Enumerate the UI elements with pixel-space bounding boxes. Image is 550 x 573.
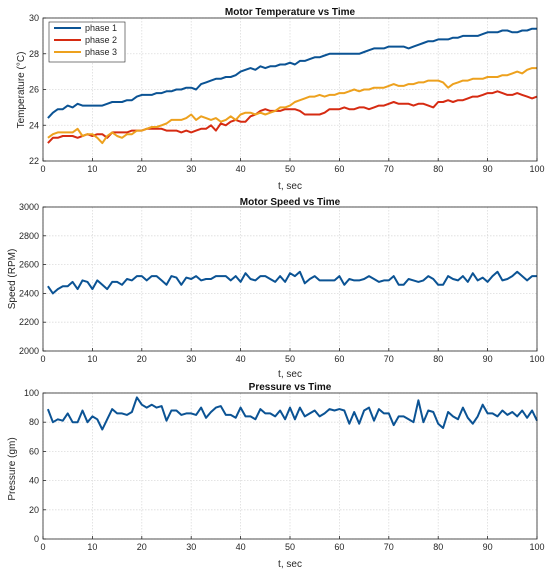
x-axis-label: t, sec: [278, 559, 302, 570]
x-tick-label: 100: [529, 354, 544, 364]
x-tick-label: 60: [334, 542, 344, 552]
x-tick-label: 10: [87, 354, 97, 364]
x-tick-label: 100: [529, 542, 544, 552]
y-tick-label: 60: [29, 446, 39, 456]
x-axis-label: t, sec: [278, 181, 302, 192]
plot-frame: [42, 17, 538, 162]
x-tick-label: 90: [483, 354, 493, 364]
legend-label: phase 2: [85, 35, 117, 45]
y-tick-label: 22: [29, 156, 39, 166]
y-tick-label: 26: [29, 85, 39, 95]
x-tick-label: 20: [137, 542, 147, 552]
y-tick-label: 80: [29, 417, 39, 427]
x-tick-label: 70: [384, 354, 394, 364]
plot-area: 0 10 20 30 40 50 60 70 80 90 100 2000 2200 2400 2600 28…: [19, 202, 545, 364]
x-tick-label: 20: [137, 354, 147, 364]
y-tick-label: 24: [29, 120, 39, 130]
x-tick-label: 50: [285, 354, 295, 364]
plot-area: 0 10 20 30 40 50 60 70 80 90 100 22 24 26 28 30: [29, 13, 545, 174]
y-axis-label: Temperature (°C): [16, 52, 27, 129]
x-tick-label: 0: [40, 164, 45, 174]
chart-title: Motor Speed vs Time: [240, 197, 341, 208]
x-tick-label: 0: [40, 542, 45, 552]
x-tick-label: 0: [40, 354, 45, 364]
x-tick-label: 100: [529, 164, 544, 174]
legend-label: phase 1: [85, 23, 117, 33]
x-tick-label: 30: [186, 164, 196, 174]
y-tick-label: 2600: [19, 260, 39, 270]
x-tick-label: 80: [433, 164, 443, 174]
x-tick-label: 10: [87, 164, 97, 174]
y-tick-label: 3000: [19, 202, 39, 212]
y-tick-label: 100: [24, 388, 39, 398]
x-tick-label: 40: [236, 164, 246, 174]
series-line-0: [46, 396, 538, 431]
y-tick-label: 2400: [19, 288, 39, 298]
speed-chart: Motor Speed vs Time 0 10 20 30 40 50 60 70 80 90 1…: [7, 197, 545, 380]
y-tick-label: 20: [29, 505, 39, 515]
plot-frame: [42, 206, 538, 352]
plot-frame: [42, 392, 538, 540]
x-tick-label: 30: [186, 542, 196, 552]
y-axis-label: Speed (RPM): [7, 249, 18, 310]
chart-title: Pressure vs Time: [249, 382, 332, 393]
x-tick-label: 50: [285, 164, 295, 174]
x-tick-label: 60: [334, 354, 344, 364]
pressure-chart: Pressure vs Time 0 10 20 30 40 50 60 70 80 90 1000…: [7, 382, 545, 570]
y-axis-label: Pressure (gm): [7, 437, 18, 500]
x-tick-label: 30: [186, 354, 196, 364]
x-tick-label: 40: [236, 542, 246, 552]
x-tick-label: 20: [137, 164, 147, 174]
series-line-phase-1: [47, 27, 537, 119]
x-tick-label: 50: [285, 542, 295, 552]
x-tick-label: 70: [384, 542, 394, 552]
y-tick-label: 2200: [19, 317, 39, 327]
legend-label: phase 3: [85, 47, 117, 57]
plot-area: 0 10 20 30 40 50 60 70 80 90 100 0 20 40 60 80 100: [24, 388, 545, 552]
x-tick-label: 60: [334, 164, 344, 174]
x-tick-label: 80: [433, 542, 443, 552]
y-tick-label: 40: [29, 476, 39, 486]
y-tick-label: 30: [29, 13, 39, 23]
x-tick-label: 40: [236, 354, 246, 364]
y-tick-label: 2000: [19, 346, 39, 356]
series-line-phase-2: [47, 90, 538, 144]
x-axis-label: t, sec: [278, 369, 302, 380]
chart-title: Motor Temperature vs Time: [225, 7, 356, 18]
series-line-phase-3: [47, 67, 537, 145]
y-tick-label: 0: [34, 534, 39, 544]
x-tick-label: 90: [483, 542, 493, 552]
y-tick-label: 28: [29, 49, 39, 59]
x-tick-label: 80: [433, 354, 443, 364]
x-tick-label: 10: [87, 542, 97, 552]
legend: phase 1 phase 2 phase 3: [48, 21, 126, 63]
temperature-chart: Motor Temperature vs Time 0 10 20 30 40 50 60 7…: [16, 7, 545, 192]
y-tick-label: 2800: [19, 231, 39, 241]
series-line-0: [47, 270, 537, 295]
x-tick-label: 90: [483, 164, 493, 174]
x-tick-label: 70: [384, 164, 394, 174]
